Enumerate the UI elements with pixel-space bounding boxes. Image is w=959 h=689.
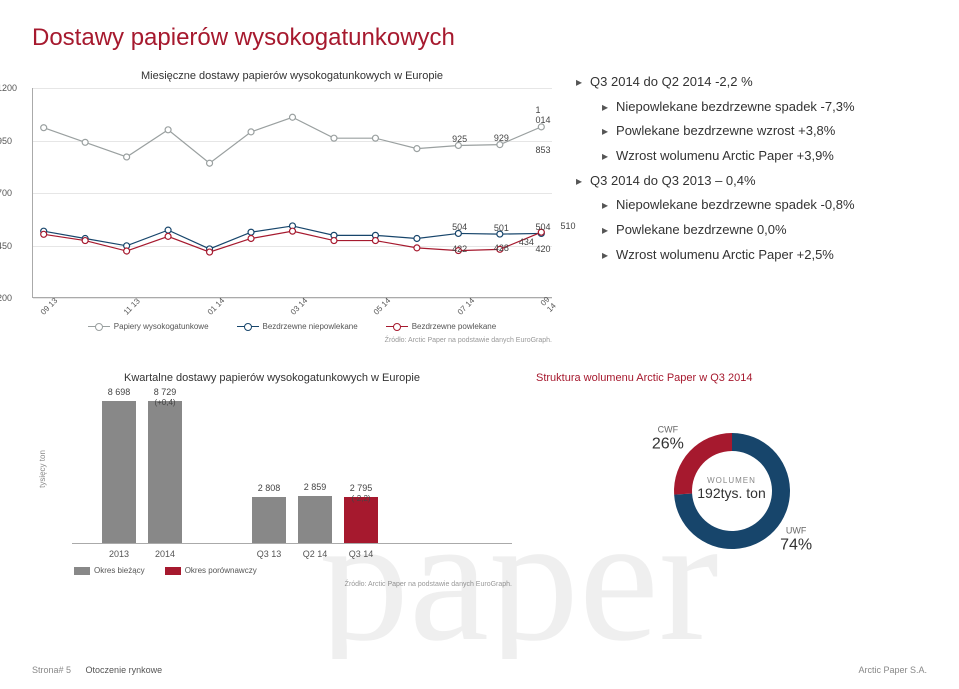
line-chart-panel: Miesięczne dostawy papierów wysokogatunk… xyxy=(32,70,552,344)
line-chart-legend: Papiery wysokogatunkowe Bezdrzewne niepow… xyxy=(32,322,552,331)
bullet-l2: Wzrost wolumenu Arctic Paper +2,5% xyxy=(576,243,927,268)
line-chart-data-label: 929 xyxy=(494,133,509,143)
line-chart-data-label: 504 xyxy=(452,222,467,232)
bar-chart-title: Kwartalne dostawy papierów wysokogatunko… xyxy=(32,372,512,384)
page-footer: Strona# 5 Otoczenie rynkowe Arctic Paper… xyxy=(32,665,927,675)
svg-text:CWF: CWF xyxy=(657,424,678,434)
bullet-l2: Niepowlekane bezdrzewne spadek -0,8% xyxy=(576,193,927,218)
line-chart-ytick: 1200 xyxy=(0,83,17,93)
line-chart-xtick: 09 13 xyxy=(39,296,60,317)
line-chart-title: Miesięczne dostawy papierów wysokogatunk… xyxy=(32,70,552,82)
bullet-l1: Q3 2014 do Q3 2013 – 0,4% xyxy=(576,169,927,194)
footer-company: Arctic Paper S.A. xyxy=(858,665,927,675)
bar: 2 795(-2,2) xyxy=(344,497,378,543)
line-chart-data-label: 853 xyxy=(535,145,550,155)
page-title: Dostawy papierów wysokogatunkowych xyxy=(32,24,927,52)
bullet-l2: Wzrost wolumenu Arctic Paper +3,9% xyxy=(576,144,927,169)
line-chart-xtick: 09 14 xyxy=(539,295,558,314)
bar-chart-xtick: Q3 13 xyxy=(257,549,282,559)
line-chart-data-label: 925 xyxy=(452,134,467,144)
bar-chart-legend: Okres bieżący Okres porównawczy xyxy=(74,566,512,575)
donut-chart: UWF74% CWF26% WOLUMEN 192tys. ton xyxy=(536,394,927,588)
bullet-l2: Powlekane bezdrzewne wzrost +3,8% xyxy=(576,119,927,144)
bar-legend-item: Okres porównawczy xyxy=(165,566,257,575)
bar: 8 698 xyxy=(102,401,136,543)
line-chart-xtick: 07 14 xyxy=(455,296,476,317)
line-legend-item: Bezdrzewne niepowlekane xyxy=(237,322,358,331)
bar-chart: tysięcy ton 8 69820138 729(+0,4)20142 80… xyxy=(72,394,512,544)
bar-chart-xtick: 2013 xyxy=(109,549,129,559)
line-chart-xtick: 05 14 xyxy=(372,296,393,317)
bullets-panel: Q3 2014 do Q2 2014 -2,2 %Niepowlekane be… xyxy=(576,70,927,344)
donut-center-value: 192tys. ton xyxy=(697,485,766,501)
bar-chart-xtick: 2014 xyxy=(155,549,175,559)
bar-chart-xtick: Q2 14 xyxy=(303,549,328,559)
line-chart-source: Źródło: Arctic Paper na podstawie danych… xyxy=(32,337,552,344)
donut-chart-title: Struktura wolumenu Arctic Paper w Q3 201… xyxy=(536,372,927,384)
line-chart-data-label: 422 xyxy=(452,244,467,254)
svg-text:74%: 74% xyxy=(780,537,812,554)
footer-section: Otoczenie rynkowe xyxy=(86,665,163,675)
line-legend-item: Papiery wysokogatunkowe xyxy=(88,322,209,331)
bar-chart-panel: tysięcy ton 8 698 2013 8 729(+0,4) 2014 2 80… xyxy=(32,394,512,588)
bullet-l2: Niepowlekane bezdrzewne spadek -7,3% xyxy=(576,95,927,120)
line-chart-xtick: 01 14 xyxy=(205,296,226,317)
line-chart: tysięcy ton 20045070095012001 0149259298… xyxy=(32,88,552,298)
bar-legend-item: Okres bieżący xyxy=(74,566,145,575)
svg-text:26%: 26% xyxy=(651,435,683,452)
line-chart-data-label: 504 xyxy=(535,222,550,232)
bar: 2 859 xyxy=(298,496,332,543)
line-chart-ytick: 450 xyxy=(0,241,12,251)
bar-chart-ylabel: tysięcy ton xyxy=(38,450,47,488)
bar-chart-source: Źródło: Arctic Paper na podstawie danych… xyxy=(72,581,512,588)
line-chart-data-label: 420 xyxy=(535,244,550,254)
line-chart-data-label: 434 xyxy=(519,237,534,247)
line-chart-ytick: 200 xyxy=(0,293,12,303)
donut-center-label: WOLUMEN xyxy=(697,476,766,485)
line-chart-xtick: 11 13 xyxy=(122,296,142,316)
line-legend-item: Bezdrzewne powlekane xyxy=(386,322,497,331)
svg-text:UWF: UWF xyxy=(785,526,806,536)
line-chart-ytick: 700 xyxy=(0,188,12,198)
line-chart-ytick: 950 xyxy=(0,136,12,146)
bar: 8 729(+0,4) xyxy=(148,401,182,543)
bar: 2 808 xyxy=(252,497,286,543)
line-chart-data-label: 510 xyxy=(560,221,575,231)
line-chart-xtick: 03 14 xyxy=(289,296,310,317)
line-chart-data-label: 1 014 xyxy=(535,105,550,125)
footer-page: Strona# 5 xyxy=(32,665,71,675)
line-chart-data-label: 428 xyxy=(494,243,509,253)
bar-chart-xtick: Q3 14 xyxy=(349,549,374,559)
bullet-l1: Q3 2014 do Q2 2014 -2,2 % xyxy=(576,70,927,95)
line-chart-data-label: 501 xyxy=(494,223,509,233)
bullet-l2: Powlekane bezdrzewne 0,0% xyxy=(576,218,927,243)
